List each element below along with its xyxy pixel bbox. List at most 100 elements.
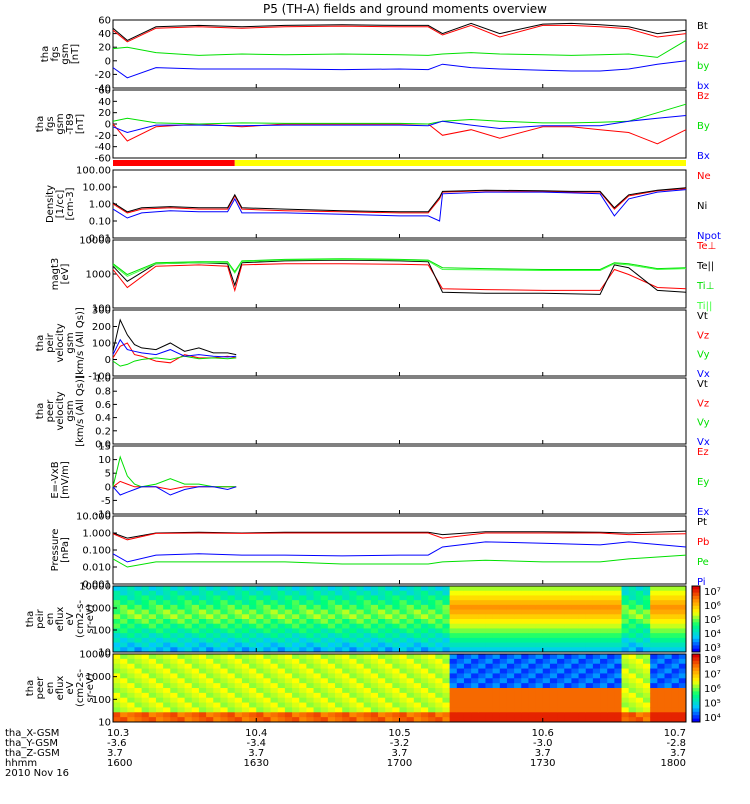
spectrogram-cell	[170, 609, 178, 615]
colorbar-step	[692, 674, 700, 679]
spectrogram-cell	[521, 663, 529, 670]
spectrogram-cell	[564, 697, 572, 704]
spectrogram-cell	[614, 628, 623, 634]
spectrogram-cell	[671, 604, 680, 611]
spectrogram-cell	[485, 658, 494, 665]
spectrogram-cell	[499, 595, 508, 601]
spectrogram-cell	[327, 637, 336, 644]
y-axis-label: tha peir velocity gsm [km/s (All Qs)]	[35, 307, 86, 379]
spectrogram-cell	[191, 628, 200, 634]
spectrogram-cell	[607, 586, 615, 592]
spectrogram-cell	[664, 586, 673, 592]
spectrogram-cell	[664, 663, 673, 670]
spectrogram-cell	[607, 702, 615, 708]
spectrogram-cell	[592, 600, 601, 606]
spectrogram-cell	[664, 623, 673, 629]
spectrogram-cell	[578, 590, 587, 596]
spectrogram-cell	[420, 586, 429, 592]
spectrogram-cell	[320, 673, 329, 679]
spectrogram-cell	[148, 614, 157, 620]
spectrogram-cell	[542, 647, 551, 653]
spectrogram-cell	[234, 590, 243, 596]
spectrogram-cell	[628, 683, 637, 689]
spectrogram-cell	[456, 707, 465, 713]
legend-entry: Vt	[697, 311, 708, 322]
spectrogram-cell	[628, 663, 637, 670]
spectrogram-cell	[177, 663, 186, 670]
spectrogram-cell	[392, 683, 400, 689]
spectrogram-cell	[413, 614, 422, 620]
spectrogram-cell	[170, 707, 178, 713]
spectrogram-cell	[449, 692, 458, 699]
spectrogram-cell	[420, 697, 429, 704]
spectrogram-cell	[528, 600, 537, 606]
spectrogram-cell	[191, 717, 200, 723]
spectrogram-cell	[378, 702, 386, 708]
spectrogram-cell	[535, 654, 544, 660]
spectrogram-cell	[478, 614, 486, 620]
spectrogram-cell	[241, 633, 250, 639]
spectrogram-cell	[600, 647, 608, 653]
spectrogram-cell	[277, 702, 286, 708]
spectrogram-cell	[671, 712, 680, 718]
spectrogram-cell	[449, 604, 458, 611]
spectrogram-cell	[177, 619, 186, 625]
spectrogram-cell	[492, 623, 501, 629]
spectrogram-cell	[635, 717, 644, 723]
spectrogram-cell	[306, 697, 315, 704]
spectrogram-cell	[241, 647, 250, 653]
spectrogram-cell	[385, 678, 393, 684]
spectrogram-cell	[435, 614, 443, 620]
spectrogram-cell	[456, 633, 465, 639]
spectrogram-cell	[463, 609, 472, 615]
spectrogram-cell	[134, 697, 143, 704]
spectrogram-cell	[521, 623, 529, 629]
spectrogram-cell	[528, 633, 537, 639]
spectrogram-cell	[342, 614, 350, 620]
spectrogram-cell	[184, 637, 193, 644]
spectrogram-cell	[428, 595, 436, 601]
spectrogram-cell	[643, 658, 651, 665]
spectrogram-cell	[678, 668, 687, 674]
legend-entry: By	[697, 121, 710, 132]
spectrogram-cell	[392, 628, 400, 634]
spectrogram-cell	[163, 590, 171, 596]
spectrogram-cell	[170, 712, 178, 718]
spectrogram-cell	[406, 702, 415, 708]
spectrogram-cell	[270, 697, 279, 704]
spectrogram-cell	[621, 614, 630, 620]
spectrogram-cell	[557, 600, 565, 606]
spectrogram-cell	[456, 717, 465, 723]
spectrogram-cell	[349, 717, 358, 723]
spectrogram-cell	[220, 586, 229, 592]
spectrogram-cell	[478, 586, 486, 592]
spectrogram-cell	[428, 604, 436, 611]
spectrogram-cell	[413, 712, 422, 718]
spectrogram-cell	[206, 604, 214, 611]
spectrogram-cell	[306, 658, 315, 665]
spectrogram-cell	[335, 609, 343, 615]
spectrogram-cell	[256, 707, 264, 713]
spectrogram-cell	[234, 707, 243, 713]
y-tick-label: 0	[105, 482, 111, 493]
spectrogram-cell	[263, 658, 272, 665]
spectrogram-cell	[249, 654, 257, 660]
spectrogram-cell	[514, 619, 522, 625]
spectrogram-cell	[650, 637, 658, 644]
spectrogram-cell	[184, 658, 193, 665]
colorbar-tick-label: 10³	[704, 643, 721, 654]
spectrogram-cell	[184, 647, 193, 653]
spectrogram-cell	[356, 702, 365, 708]
spectrogram-cell	[113, 628, 121, 634]
spectrogram-cell	[356, 688, 365, 694]
y-tick-label: 100.00	[76, 166, 111, 177]
spectrogram-cell	[564, 628, 572, 634]
spectrogram-cell	[163, 717, 171, 723]
spectrogram-cell	[385, 717, 393, 723]
spectrogram-cell	[270, 717, 279, 723]
spectrogram-cell	[306, 683, 315, 689]
spectrogram-cell	[191, 707, 200, 713]
spectrogram-cell	[399, 637, 408, 644]
spectrogram-cell	[671, 673, 680, 679]
